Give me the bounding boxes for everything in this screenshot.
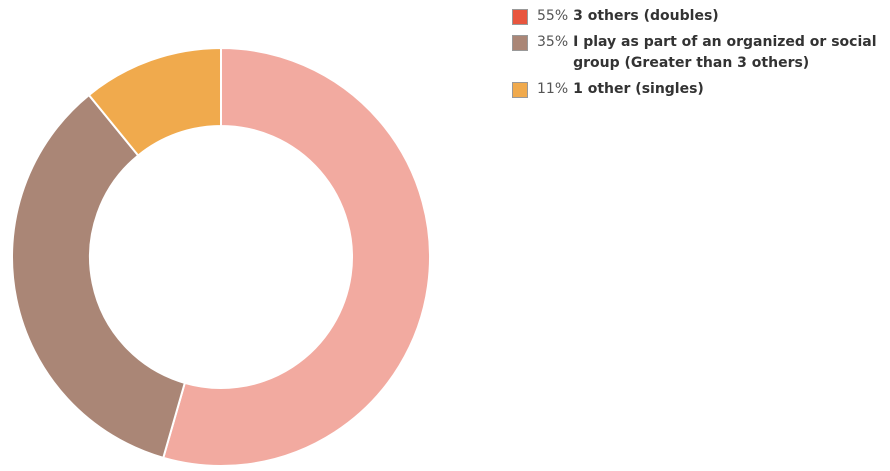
- legend-item: 35% I play as part of an organized or soc…: [512, 32, 888, 74]
- donut-slice: [87, 46, 222, 157]
- legend: 55% 3 others (doubles) 35% I play as part o…: [512, 6, 888, 105]
- legend-label: I play as part of an organized or social…: [573, 34, 877, 71]
- legend-percent: 11%: [537, 81, 569, 97]
- legend-item: 55% 3 others (doubles): [512, 6, 888, 27]
- legend-percent: 35%: [537, 34, 569, 50]
- legend-swatch: [512, 9, 528, 25]
- legend-swatch: [512, 35, 528, 51]
- legend-label: 3 others (doubles): [573, 8, 719, 24]
- legend-item: 11% 1 other (singles): [512, 79, 888, 100]
- donut-slice: [162, 46, 431, 467]
- donut-slice: [11, 93, 187, 460]
- legend-label: 1 other (singles): [573, 81, 704, 97]
- legend-percent: 55%: [537, 8, 569, 24]
- legend-swatch: [512, 82, 528, 98]
